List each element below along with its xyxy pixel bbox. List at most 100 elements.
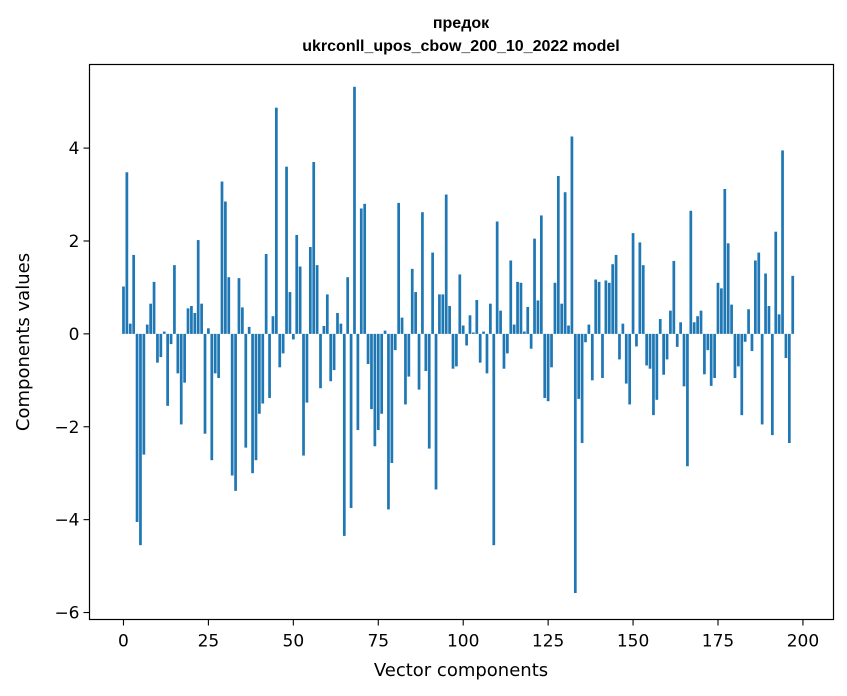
bar (261, 333, 265, 404)
bar (414, 292, 417, 334)
chart-title-line1: предок (433, 15, 490, 32)
bar (258, 333, 261, 414)
bar (641, 265, 645, 334)
bar (533, 238, 536, 334)
bar (359, 208, 363, 334)
bar (509, 260, 513, 334)
bar (196, 240, 200, 334)
bar (438, 294, 441, 334)
bar (353, 86, 356, 334)
bar (342, 333, 346, 536)
bar (686, 333, 689, 467)
bar (516, 281, 519, 334)
bar (658, 319, 662, 334)
bar (366, 333, 370, 365)
bar (448, 306, 451, 334)
bar (590, 333, 594, 381)
x-axis: 0 25 50 75 100 125 150 175 200 (118, 619, 819, 652)
bar (760, 333, 764, 425)
bar (373, 333, 377, 447)
bar (560, 303, 564, 334)
bar (665, 333, 669, 360)
bar (349, 333, 353, 509)
bar (407, 333, 411, 377)
bar (149, 303, 153, 334)
bar (757, 252, 761, 334)
bar (499, 310, 502, 334)
bar (356, 333, 360, 431)
bar (584, 333, 587, 343)
bar (302, 333, 305, 456)
bar (122, 286, 125, 334)
bar (672, 260, 676, 334)
x-tick-label: 25 (198, 632, 220, 652)
bar (203, 333, 207, 434)
bar (210, 333, 214, 461)
bar (553, 282, 557, 334)
bar (692, 322, 696, 334)
bar (631, 233, 635, 334)
bar (733, 333, 737, 378)
bar (230, 333, 234, 476)
bar (308, 247, 312, 334)
x-tick-label: 75 (367, 632, 389, 652)
bar (556, 175, 560, 334)
bar (322, 325, 326, 334)
bar (295, 234, 299, 334)
bar (563, 192, 567, 334)
bar (427, 333, 431, 449)
bar (424, 333, 428, 372)
bar (339, 323, 343, 334)
bar (543, 333, 547, 398)
bar (730, 304, 733, 334)
bar (458, 274, 462, 334)
bar (217, 333, 220, 378)
bar (601, 333, 604, 378)
bar (397, 202, 401, 334)
bar (597, 281, 601, 334)
bar (186, 308, 190, 334)
bar (781, 150, 784, 334)
bar (475, 299, 479, 334)
bar (567, 325, 570, 334)
x-tick-label: 100 (447, 632, 479, 652)
bar (251, 333, 254, 474)
bar (363, 203, 367, 334)
bar (461, 325, 465, 334)
bar (594, 279, 598, 334)
bar (173, 265, 176, 334)
y-tick-label: 4 (69, 139, 80, 159)
bar (587, 324, 591, 334)
bar (254, 333, 258, 461)
bar (611, 264, 615, 334)
bar (723, 188, 727, 334)
bar (404, 333, 407, 405)
bar (580, 333, 584, 444)
bar (376, 333, 380, 431)
bar (128, 323, 132, 334)
bar (652, 333, 655, 416)
bar (268, 333, 271, 398)
bar (489, 303, 492, 334)
bar (234, 333, 237, 491)
bar (224, 201, 227, 334)
bar (281, 333, 285, 354)
bar (502, 333, 506, 369)
bar (737, 333, 740, 367)
bar (577, 333, 581, 399)
bar (679, 322, 682, 334)
y-tick-label: 0 (69, 325, 80, 345)
bars-group (122, 86, 795, 594)
bar (784, 333, 788, 359)
bar (512, 324, 516, 334)
bar (550, 333, 553, 368)
bar (713, 333, 716, 378)
y-axis: −6 −4 −2 0 2 4 (54, 139, 90, 624)
bar (183, 333, 186, 383)
bar (247, 326, 251, 334)
bar (628, 333, 632, 405)
bar (370, 333, 373, 410)
bar (346, 277, 350, 334)
bar (278, 333, 282, 368)
bar (482, 331, 485, 334)
